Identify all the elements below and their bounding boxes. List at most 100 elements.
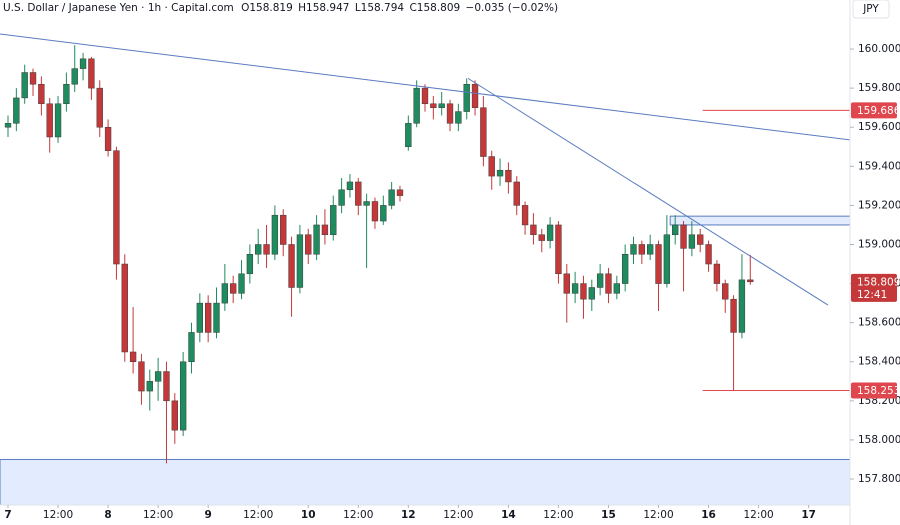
candle-body	[638, 244, 646, 255]
x-tick-label: 7	[4, 509, 11, 521]
candle-body	[321, 224, 329, 235]
candle-body	[421, 87, 429, 105]
candle-body	[221, 283, 229, 304]
x-tick-label: 16	[701, 509, 716, 521]
candle-body	[530, 224, 537, 235]
x-tick-label: 12:00	[243, 509, 273, 521]
y-tick-label: 159.600	[858, 121, 900, 133]
candle-body	[388, 189, 395, 206]
countdown: 12:41	[857, 289, 887, 301]
zone	[669, 215, 850, 226]
candle-body	[680, 224, 687, 249]
ohlc-value: 158.819	[249, 2, 292, 14]
candle-body	[129, 351, 137, 362]
x-tick-label: 17	[801, 509, 816, 521]
candle-body	[705, 244, 712, 265]
candle-body	[747, 279, 754, 283]
candle-body	[255, 244, 262, 255]
candle-body	[630, 244, 637, 255]
candle-body	[430, 103, 437, 108]
candle-body	[713, 263, 721, 284]
candle-body	[488, 156, 495, 177]
candle-body	[271, 214, 279, 255]
candle-body	[663, 234, 671, 284]
candle-body	[688, 234, 696, 249]
ohlc-value: 158.794	[361, 2, 405, 14]
x-tick-label: 12:00	[143, 509, 173, 521]
candle-body	[355, 181, 362, 206]
candle-body	[54, 103, 62, 138]
candle-body	[363, 201, 370, 206]
ohlc-label: H	[298, 2, 306, 14]
candle-body	[204, 302, 212, 333]
candle-body	[88, 58, 95, 89]
candle-body	[338, 189, 345, 206]
candle-body	[738, 279, 746, 333]
candle-body	[213, 302, 220, 333]
candle-body	[563, 273, 570, 294]
candle-body	[29, 72, 37, 85]
candle-body	[655, 244, 662, 284]
ohlc-label: C	[409, 2, 416, 14]
y-tick-label: 158.600	[858, 317, 900, 329]
symbol: U.S. Dollar / Japanese Yen · 1h · Capita…	[3, 2, 234, 14]
currency[interactable]: JPY	[862, 3, 879, 15]
candle-body	[296, 234, 304, 288]
candle-body	[697, 234, 704, 245]
candle-body	[538, 234, 545, 241]
x-tick-label: 14	[501, 509, 516, 521]
currency-box[interactable]	[852, 0, 890, 19]
candle-body	[571, 283, 579, 294]
ohlc-value: 158.809	[417, 2, 460, 14]
ohlc-label: O	[241, 2, 249, 14]
y-tick-label: 159.800	[858, 82, 900, 94]
candle-body	[513, 181, 520, 206]
x-tick-label: 12:00	[443, 509, 473, 521]
candle-body	[196, 302, 203, 333]
plot-area	[0, 33, 850, 505]
candle-body	[463, 83, 470, 112]
candle-body	[230, 283, 237, 294]
candle-body	[405, 123, 412, 148]
candle-body	[555, 224, 562, 275]
candle-body	[79, 58, 87, 69]
candle-body	[280, 214, 287, 245]
level-label: 158.253	[857, 385, 900, 397]
axes: 157.800158.000158.200158.400158.600158.8…	[4, 43, 900, 521]
candle-body	[496, 169, 504, 177]
x-tick-label: 12:00	[43, 509, 73, 521]
current-price-box	[851, 273, 897, 302]
candle-body	[413, 87, 420, 124]
candle-body	[146, 381, 153, 392]
candle-body	[672, 224, 679, 235]
x-tick-label: 12:00	[343, 509, 373, 521]
candle-body	[104, 126, 112, 151]
x-tick-label: 12:00	[643, 509, 673, 521]
level-label: 159.686	[857, 105, 900, 117]
candle-body	[154, 371, 162, 382]
candle-body	[113, 150, 120, 265]
candle-body	[238, 273, 245, 294]
header: U.S. Dollar / Japanese Yen · 1h · Capita…	[3, 2, 558, 14]
y-tick-label: 157.800	[858, 473, 900, 485]
y-tick-label: 158.400	[858, 356, 900, 368]
ohlc-value: 158.947	[306, 2, 349, 14]
candle-body	[288, 244, 295, 288]
candle-body	[546, 224, 554, 241]
y-tick-label: 160.000	[858, 43, 900, 55]
candle-body	[138, 361, 145, 392]
candle-body	[179, 361, 187, 431]
candle-body	[163, 371, 170, 402]
zone	[0, 458, 850, 505]
candle-body	[588, 287, 595, 300]
candle-body	[330, 205, 337, 235]
current-price: 158.809	[857, 276, 900, 288]
x-tick-label: 12:00	[543, 509, 573, 521]
y-tick-label: 159.000	[858, 238, 900, 250]
candle-body	[596, 273, 604, 288]
candle-body	[246, 254, 254, 275]
candle-body	[13, 97, 20, 124]
level-label-box	[851, 102, 897, 119]
change: −0.035 (−0.02%)	[466, 2, 559, 14]
